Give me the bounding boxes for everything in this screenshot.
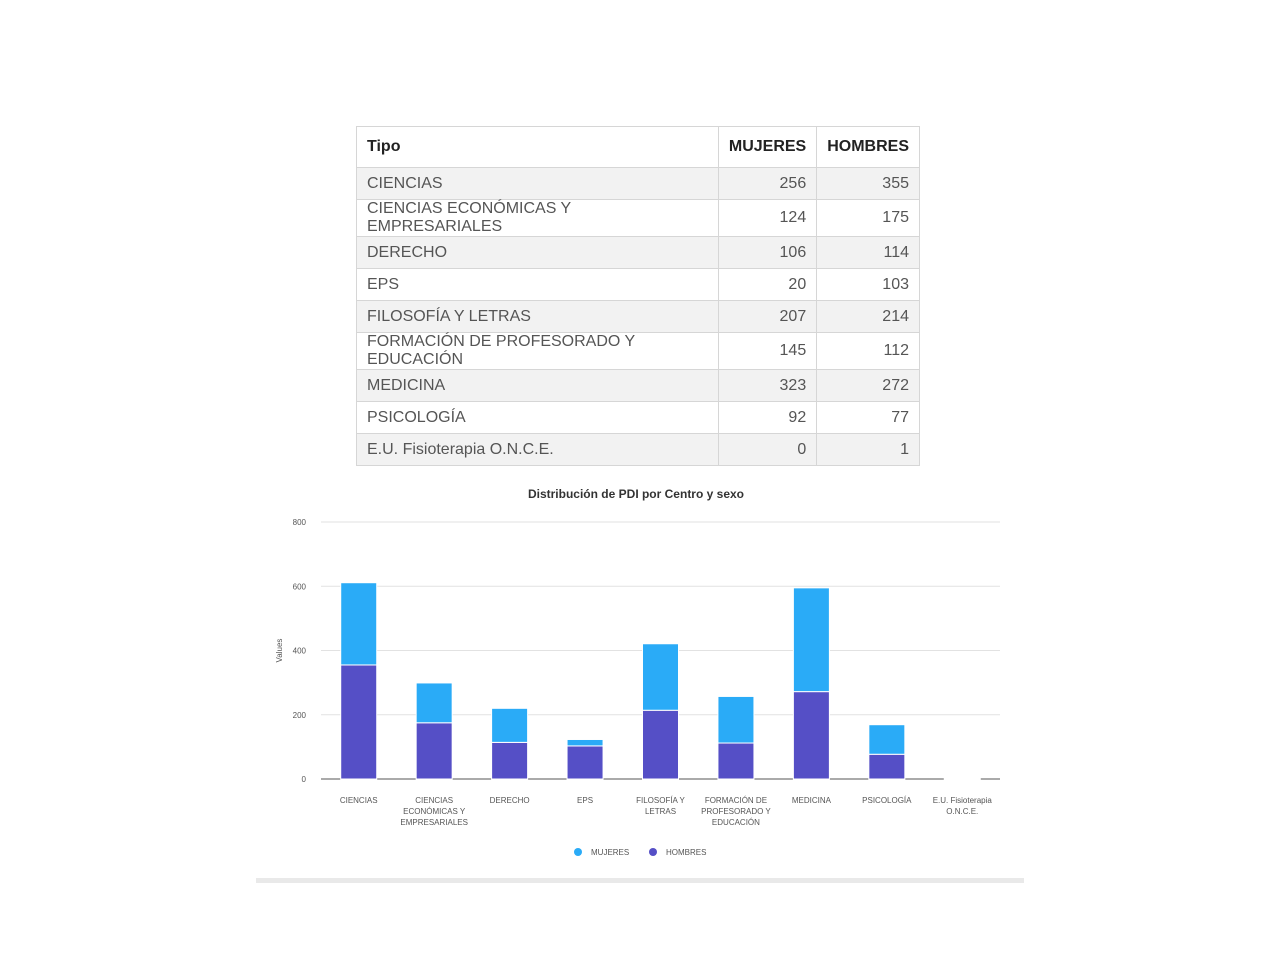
x-tick-label: EDUCACIÓN [712, 818, 760, 827]
x-tick-label: EPS [577, 796, 593, 805]
cell-mujeres: 323 [717, 369, 818, 402]
cell-tipo: PSICOLOGÍA [356, 401, 719, 434]
y-tick-label: 200 [293, 711, 307, 720]
legend-marker-mujeres [574, 848, 582, 856]
bar-mujeres [792, 587, 830, 693]
y-tick-label: 0 [302, 775, 307, 784]
x-tick-label: EMPRESARIALES [400, 818, 468, 827]
table-row: CIENCIAS ECONÓMICAS Y EMPRESARIALES 124 17… [356, 199, 920, 237]
cell-hombres: 114 [816, 236, 920, 269]
x-tick-label: LETRAS [645, 807, 676, 816]
data-table: Tipo MUJERES HOMBRES CIENCIAS 256 355 CIENC… [356, 126, 920, 466]
cell-tipo: EPS [356, 268, 719, 301]
cell-hombres: 77 [816, 401, 920, 434]
cell-tipo: CIENCIAS ECONÓMICAS Y EMPRESARIALES [356, 199, 719, 237]
cell-tipo: CIENCIAS [356, 167, 719, 200]
bar-mujeres [491, 707, 529, 743]
bar-mujeres [340, 582, 378, 666]
bar-hombres [566, 745, 604, 780]
cell-mujeres: 145 [717, 332, 818, 370]
cell-hombres: 1 [816, 433, 920, 466]
table-row: MEDICINA 323 272 [356, 369, 920, 402]
header-hombres: HOMBRES [816, 126, 920, 168]
chart-title: Distribución de PDI por Centro y sexo [528, 487, 744, 501]
bar-hombres [792, 691, 830, 780]
y-tick-label: 400 [293, 647, 307, 656]
cell-hombres: 272 [816, 369, 920, 402]
x-tick-label: O.N.C.E. [946, 807, 978, 816]
table-row: EPS 20 103 [356, 268, 920, 301]
table-row: FORMACIÓN DE PROFESORADO Y EDUCACIÓN 145 1… [356, 332, 920, 370]
bar-mujeres [415, 682, 453, 724]
table-row: PSICOLOGÍA 92 77 [356, 401, 920, 434]
bar-mujeres [868, 724, 906, 755]
legend-label-hombres: HOMBRES [666, 848, 706, 857]
x-tick-label: MEDICINA [792, 796, 832, 805]
y-tick-label: 800 [293, 518, 307, 527]
x-tick-label: E.U. Fisioterapia [933, 796, 993, 805]
cell-mujeres: 0 [717, 433, 818, 466]
bar-mujeres [717, 695, 755, 744]
table-row: DERECHO 106 114 [356, 236, 920, 269]
chart-container: Distribución de PDI por Centro y sexo 0 20… [256, 480, 1024, 880]
table-header-row: Tipo MUJERES HOMBRES [356, 126, 920, 168]
x-tick-label: FILOSOFÍA Y [636, 796, 685, 805]
cell-mujeres: 106 [717, 236, 818, 269]
header-mujeres: MUJERES [717, 126, 818, 168]
cell-hombres: 103 [816, 268, 920, 301]
cell-mujeres: 92 [717, 401, 818, 434]
legend-label-mujeres: MUJERES [591, 848, 629, 857]
legend-marker-hombres [649, 848, 657, 856]
cell-hombres: 112 [816, 332, 920, 370]
table-row: E.U. Fisioterapia O.N.C.E. 0 1 [356, 433, 920, 466]
table-row: CIENCIAS 256 355 [356, 167, 920, 200]
cell-mujeres: 207 [717, 300, 818, 333]
x-tick-label: PROFESORADO Y [701, 807, 771, 816]
bottom-divider [256, 878, 1024, 883]
x-tick-label: CIENCIAS [340, 796, 378, 805]
cell-tipo: MEDICINA [356, 369, 719, 402]
cell-mujeres: 124 [717, 199, 818, 237]
cell-tipo: FORMACIÓN DE PROFESORADO Y EDUCACIÓN [356, 332, 719, 370]
bar-mujeres [642, 643, 679, 711]
x-tick-label: CIENCIAS [415, 796, 453, 805]
x-tick-label: PSICOLOGÍA [862, 796, 912, 805]
cell-tipo: DERECHO [356, 236, 719, 269]
table-body: CIENCIAS 256 355 CIENCIAS ECONÓMICAS Y EMPR… [356, 167, 920, 466]
y-tick-label: 600 [293, 582, 307, 591]
bar-mujeres [566, 738, 604, 747]
x-tick-label: FORMACIÓN DE [705, 796, 767, 805]
cell-hombres: 214 [816, 300, 920, 333]
cell-hombres: 175 [816, 199, 920, 237]
bar-hombres [340, 664, 378, 780]
bar-hombres [717, 742, 755, 780]
y-axis-label: Values [275, 639, 284, 663]
cell-mujeres: 256 [717, 167, 818, 200]
cell-tipo: FILOSOFÍA Y LETRAS [356, 300, 719, 333]
cell-hombres: 355 [816, 167, 920, 200]
bar-hombres [868, 753, 906, 780]
stacked-bar-chart: Distribución de PDI por Centro y sexo 0 20… [275, 487, 1000, 857]
cell-mujeres: 20 [717, 268, 818, 301]
table-row: FILOSOFÍA Y LETRAS 207 214 [356, 300, 920, 333]
bar-hombres [415, 722, 453, 780]
x-tick-label: DERECHO [490, 796, 530, 805]
bar-hombres [491, 741, 529, 780]
cell-tipo: E.U. Fisioterapia O.N.C.E. [356, 433, 719, 466]
x-tick-label: ECONÓMICAS Y [403, 807, 466, 816]
header-tipo: Tipo [356, 126, 719, 168]
bar-hombres [642, 709, 679, 780]
